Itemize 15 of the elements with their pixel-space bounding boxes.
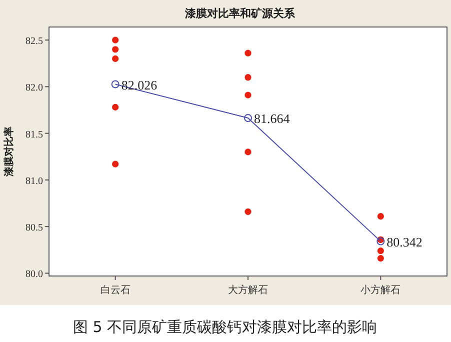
x-tick-label: 小方解石 xyxy=(360,284,401,296)
y-axis-title: 漆膜对比率 xyxy=(3,126,15,178)
y-tick-label: 81.5 xyxy=(26,129,43,140)
x-tick-label: 大方解石 xyxy=(228,284,268,296)
caption: 图 5 不同原矿重质碳酸钙对漆膜对比率的影响 xyxy=(72,318,378,336)
y-tick-label: 81.0 xyxy=(26,176,43,187)
y-tick-label: 82.0 xyxy=(26,82,43,94)
x-tick-label: 白云石 xyxy=(100,284,130,296)
data-label: 82.026 xyxy=(121,77,158,92)
y-tick-label: 82.5 xyxy=(26,36,43,48)
chart-title: 漆膜对比率和矿源关系 xyxy=(184,7,296,20)
data-label: 81.664 xyxy=(254,111,290,126)
data-label: 80.342 xyxy=(386,234,422,250)
y-tick-label: 80.0 xyxy=(26,269,43,280)
y-tick-label: 80.5 xyxy=(26,222,43,234)
